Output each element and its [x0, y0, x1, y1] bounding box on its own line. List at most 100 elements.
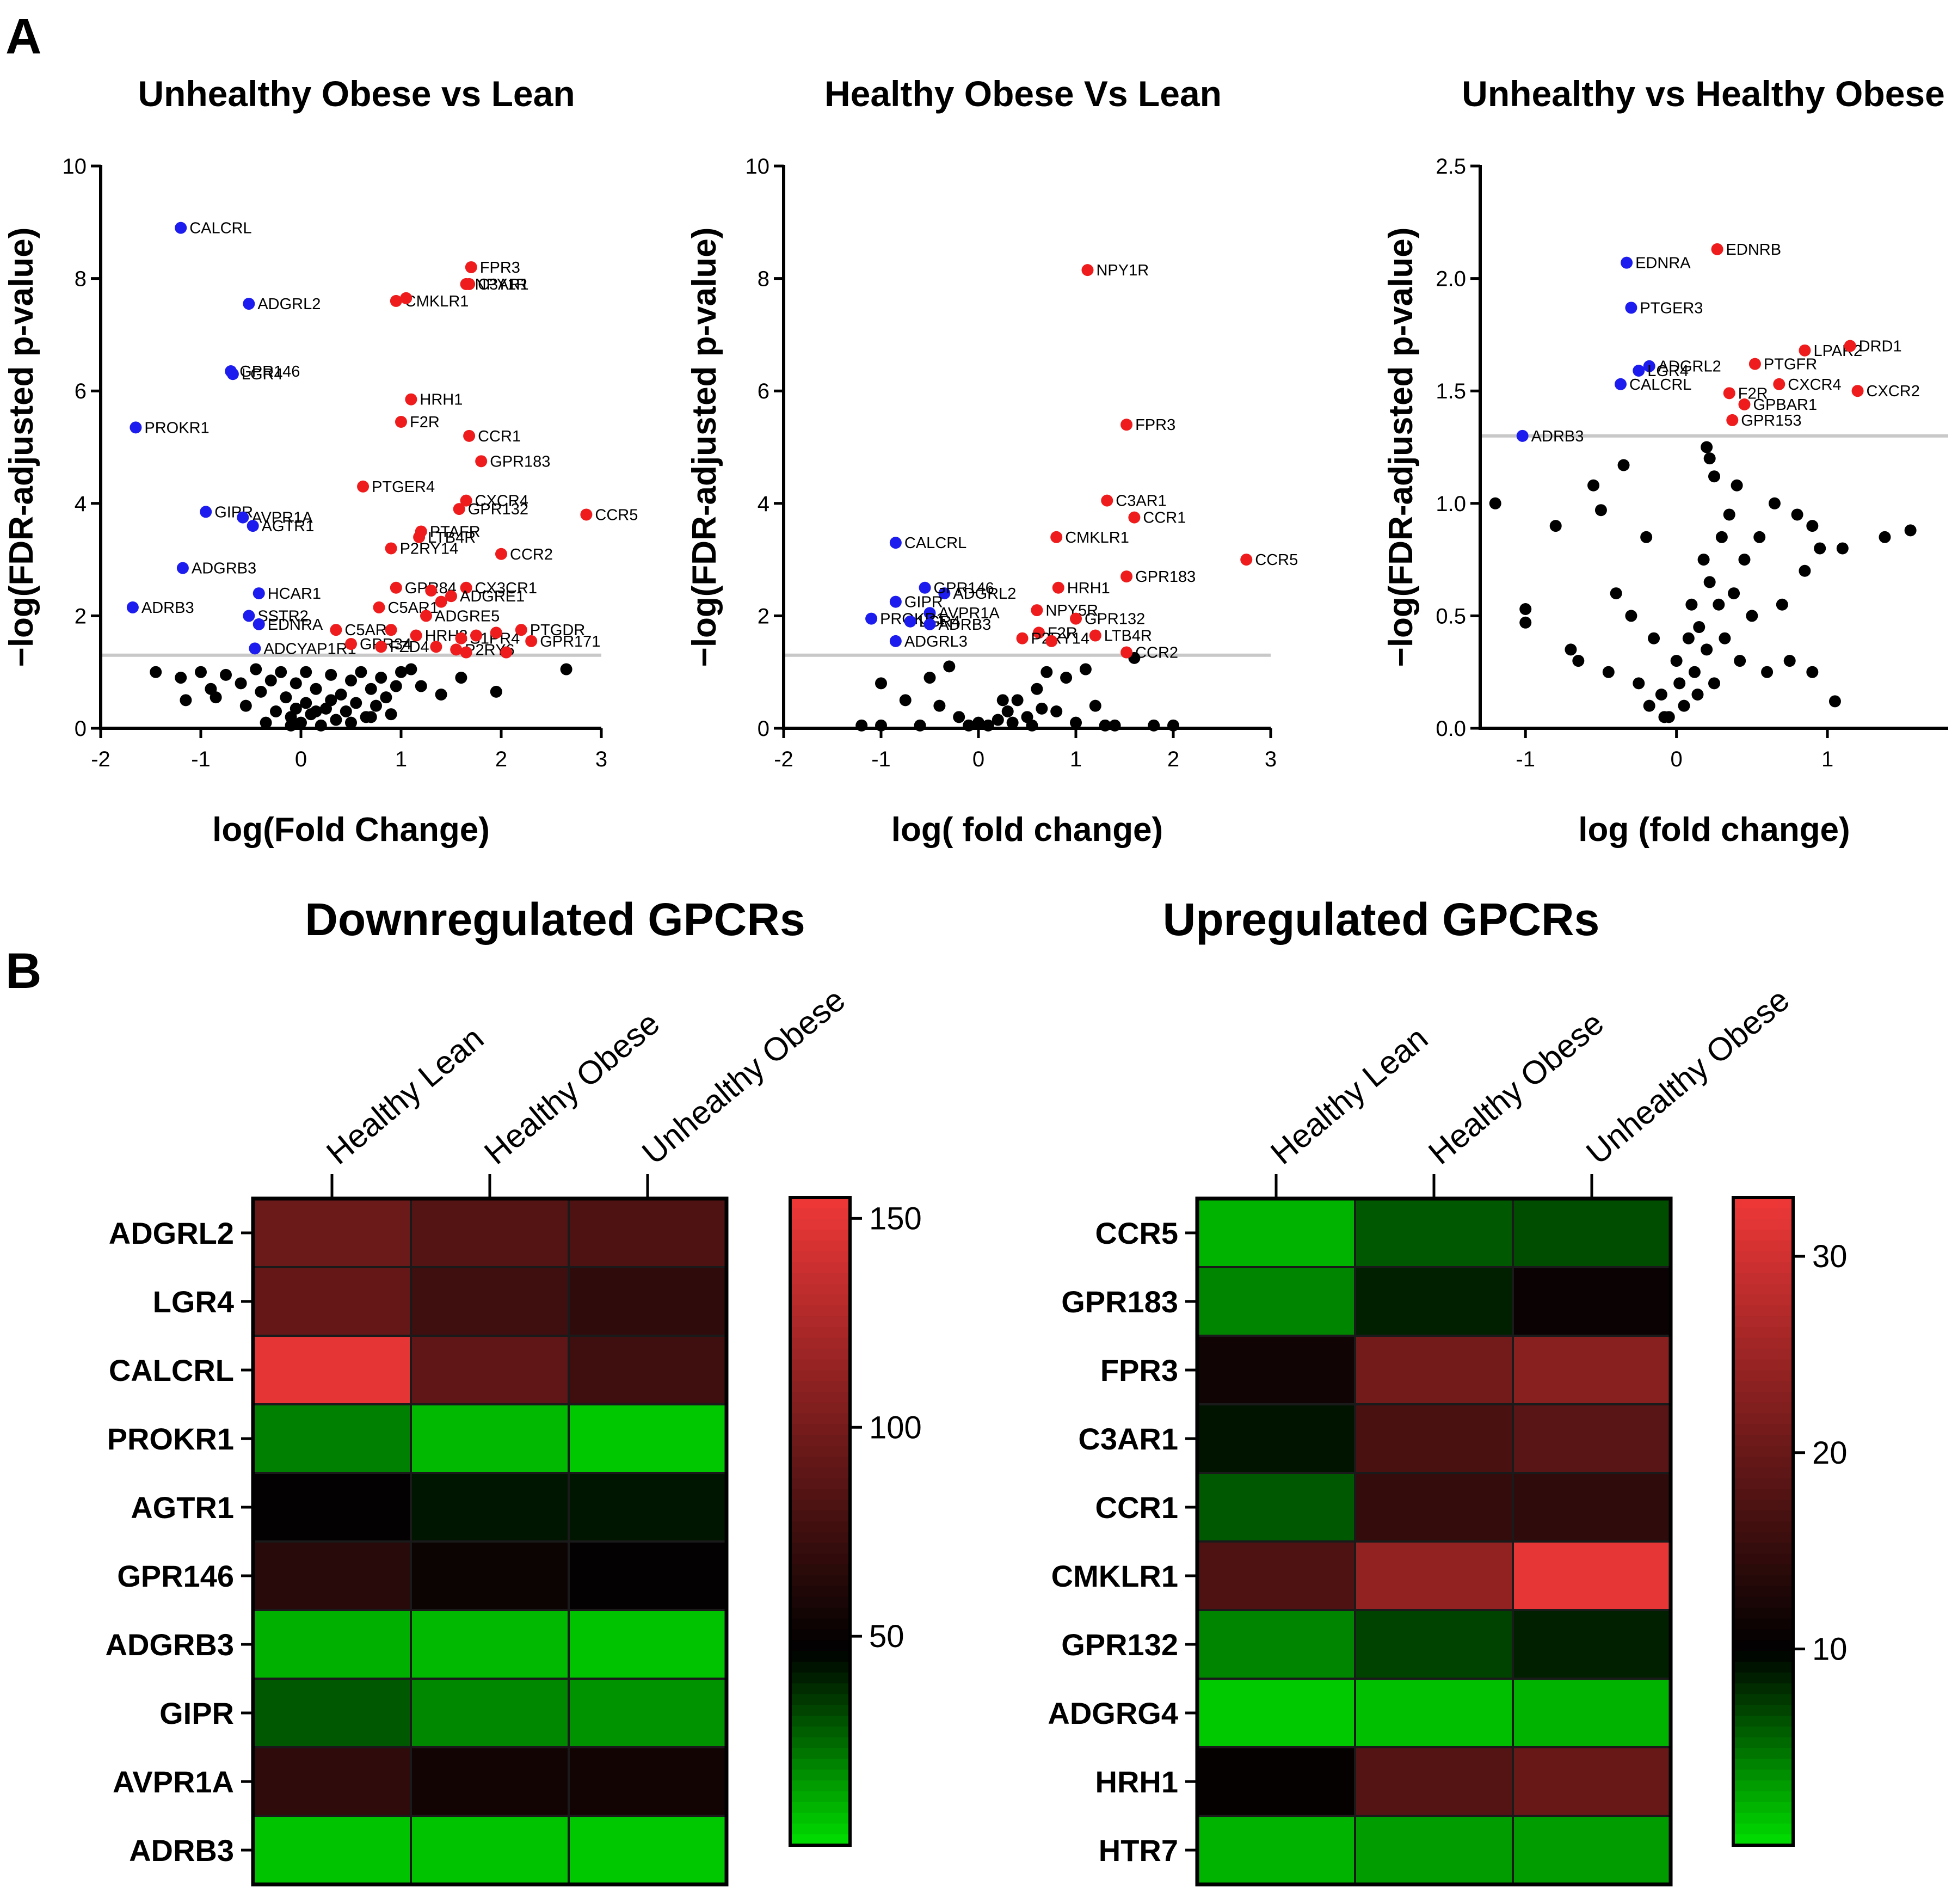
- data-point-black: [1670, 655, 1683, 667]
- data-point-black: [325, 668, 337, 681]
- gene-label: F2R: [410, 414, 440, 431]
- gene-label: FZD4: [390, 638, 429, 656]
- colorbar-segment: [790, 1467, 850, 1479]
- colorbar-tick-label: 100: [869, 1410, 922, 1445]
- heatmap-cell: [1354, 1540, 1514, 1611]
- data-point-black: [1776, 598, 1788, 611]
- data-point-blue: [919, 581, 931, 594]
- colorbar-segment: [1733, 1834, 1793, 1846]
- row-label: GPR132: [1061, 1627, 1178, 1662]
- gene-label: CXCR4: [1788, 376, 1841, 394]
- colorbar-segment: [1733, 1661, 1793, 1673]
- y-tick-label: 10: [746, 155, 770, 179]
- data-point-red: [373, 601, 385, 613]
- x-tick-label: 3: [1265, 747, 1277, 771]
- heatmap-cell: [1512, 1335, 1672, 1405]
- row-label: C3AR1: [1078, 1422, 1178, 1456]
- colorbar-segment: [790, 1607, 850, 1619]
- data-point-black: [1036, 702, 1048, 715]
- data-point-black: [1489, 497, 1501, 509]
- data-point-black: [1701, 441, 1713, 453]
- data-point-black: [1738, 554, 1751, 566]
- heatmap-cell: [1354, 1609, 1514, 1680]
- gene-label: C3AR1: [1116, 493, 1167, 510]
- plot-title: Unhealthy Obese vs Lean: [138, 73, 575, 114]
- data-point-black: [1648, 632, 1660, 644]
- data-point-blue: [175, 222, 187, 234]
- colorbar-segment: [1733, 1759, 1793, 1771]
- x-axis-label: log (fold change): [1578, 811, 1850, 849]
- data-point-black: [345, 674, 357, 687]
- data-point-black: [1828, 695, 1841, 708]
- gene-label: GPR183: [490, 453, 550, 470]
- data-point-black: [310, 705, 322, 718]
- data-point-black: [875, 677, 887, 690]
- heatmap-cell: [410, 1197, 570, 1268]
- colorbar-segment: [1733, 1575, 1793, 1587]
- data-point-red: [495, 548, 507, 560]
- colorbar-segment: [790, 1230, 850, 1242]
- x-tick-label: 3: [595, 747, 607, 771]
- data-point-black: [1519, 616, 1532, 629]
- row-label: CCR1: [1095, 1490, 1178, 1525]
- heatmap-cell: [1196, 1266, 1356, 1337]
- data-point-blue: [253, 587, 265, 600]
- heatmap-cell: [1354, 1815, 1514, 1885]
- y-tick-label: 4: [75, 492, 87, 516]
- data-point-black: [1031, 683, 1043, 695]
- colorbar-segment: [790, 1672, 850, 1684]
- colorbar-segment: [1733, 1305, 1793, 1317]
- data-point-black: [260, 716, 272, 729]
- colorbar-segment: [1733, 1230, 1793, 1242]
- y-tick-label: 8: [758, 267, 769, 291]
- data-point-black: [390, 680, 402, 692]
- row-label: GIPR: [159, 1696, 234, 1730]
- colorbar-tick-label: 30: [1812, 1239, 1848, 1274]
- colorbar-segment: [790, 1370, 850, 1382]
- data-point-red: [1844, 340, 1856, 352]
- data-point-red: [390, 294, 402, 307]
- colorbar-segment: [1733, 1478, 1793, 1490]
- gene-label: PTGER3: [1640, 299, 1703, 317]
- data-point-red: [475, 455, 488, 468]
- gene-label: GPR171: [540, 633, 600, 650]
- data-point-black: [295, 716, 307, 729]
- data-point-black: [345, 716, 357, 729]
- row-label: LGR4: [153, 1285, 234, 1319]
- row-label: CALCRL: [109, 1353, 234, 1387]
- y-axis-label: −log(FDR-adjusted p-value): [3, 228, 40, 667]
- gene-label: CCR5: [595, 506, 638, 524]
- data-point-black: [330, 714, 342, 726]
- data-point-red: [385, 624, 397, 636]
- colorbar-segment: [790, 1262, 850, 1274]
- colorbar-segment: [790, 1413, 850, 1425]
- gene-label: HCAR1: [268, 585, 321, 603]
- colorbar-segment: [790, 1381, 850, 1392]
- data-point-red: [580, 508, 593, 521]
- heatmap-cell: [252, 1678, 412, 1748]
- gene-label: LGR4: [242, 366, 283, 383]
- colorbar-segment: [790, 1521, 850, 1533]
- gene-label: GIPR: [904, 594, 943, 611]
- data-point-red: [1773, 378, 1785, 390]
- gene-label: GPR146: [239, 363, 300, 380]
- colorbar-segment: [1733, 1435, 1793, 1447]
- data-point-red: [1081, 264, 1094, 277]
- gene-label: PTAFR: [430, 523, 481, 541]
- heatmap-cell: [1354, 1335, 1514, 1405]
- heatmap-cell: [1196, 1609, 1356, 1680]
- data-point-black: [1519, 603, 1532, 616]
- heatmap-cell: [1512, 1609, 1672, 1680]
- heatmap-cell: [1196, 1335, 1356, 1405]
- heatmap-title: Downregulated GPCRs: [305, 894, 805, 945]
- colorbar-segment: [1733, 1316, 1793, 1328]
- colorbar-segment: [1733, 1596, 1793, 1608]
- data-point-blue: [176, 562, 189, 574]
- y-tick-label: 4: [758, 492, 769, 516]
- colorbar-segment: [790, 1780, 850, 1792]
- data-point-black: [1011, 694, 1024, 707]
- heatmap-cell: [252, 1746, 412, 1817]
- heatmap-title: Upregulated GPCRs: [1163, 894, 1600, 945]
- gene-label: CXCR4: [475, 493, 528, 510]
- x-tick-label: 2: [495, 747, 507, 771]
